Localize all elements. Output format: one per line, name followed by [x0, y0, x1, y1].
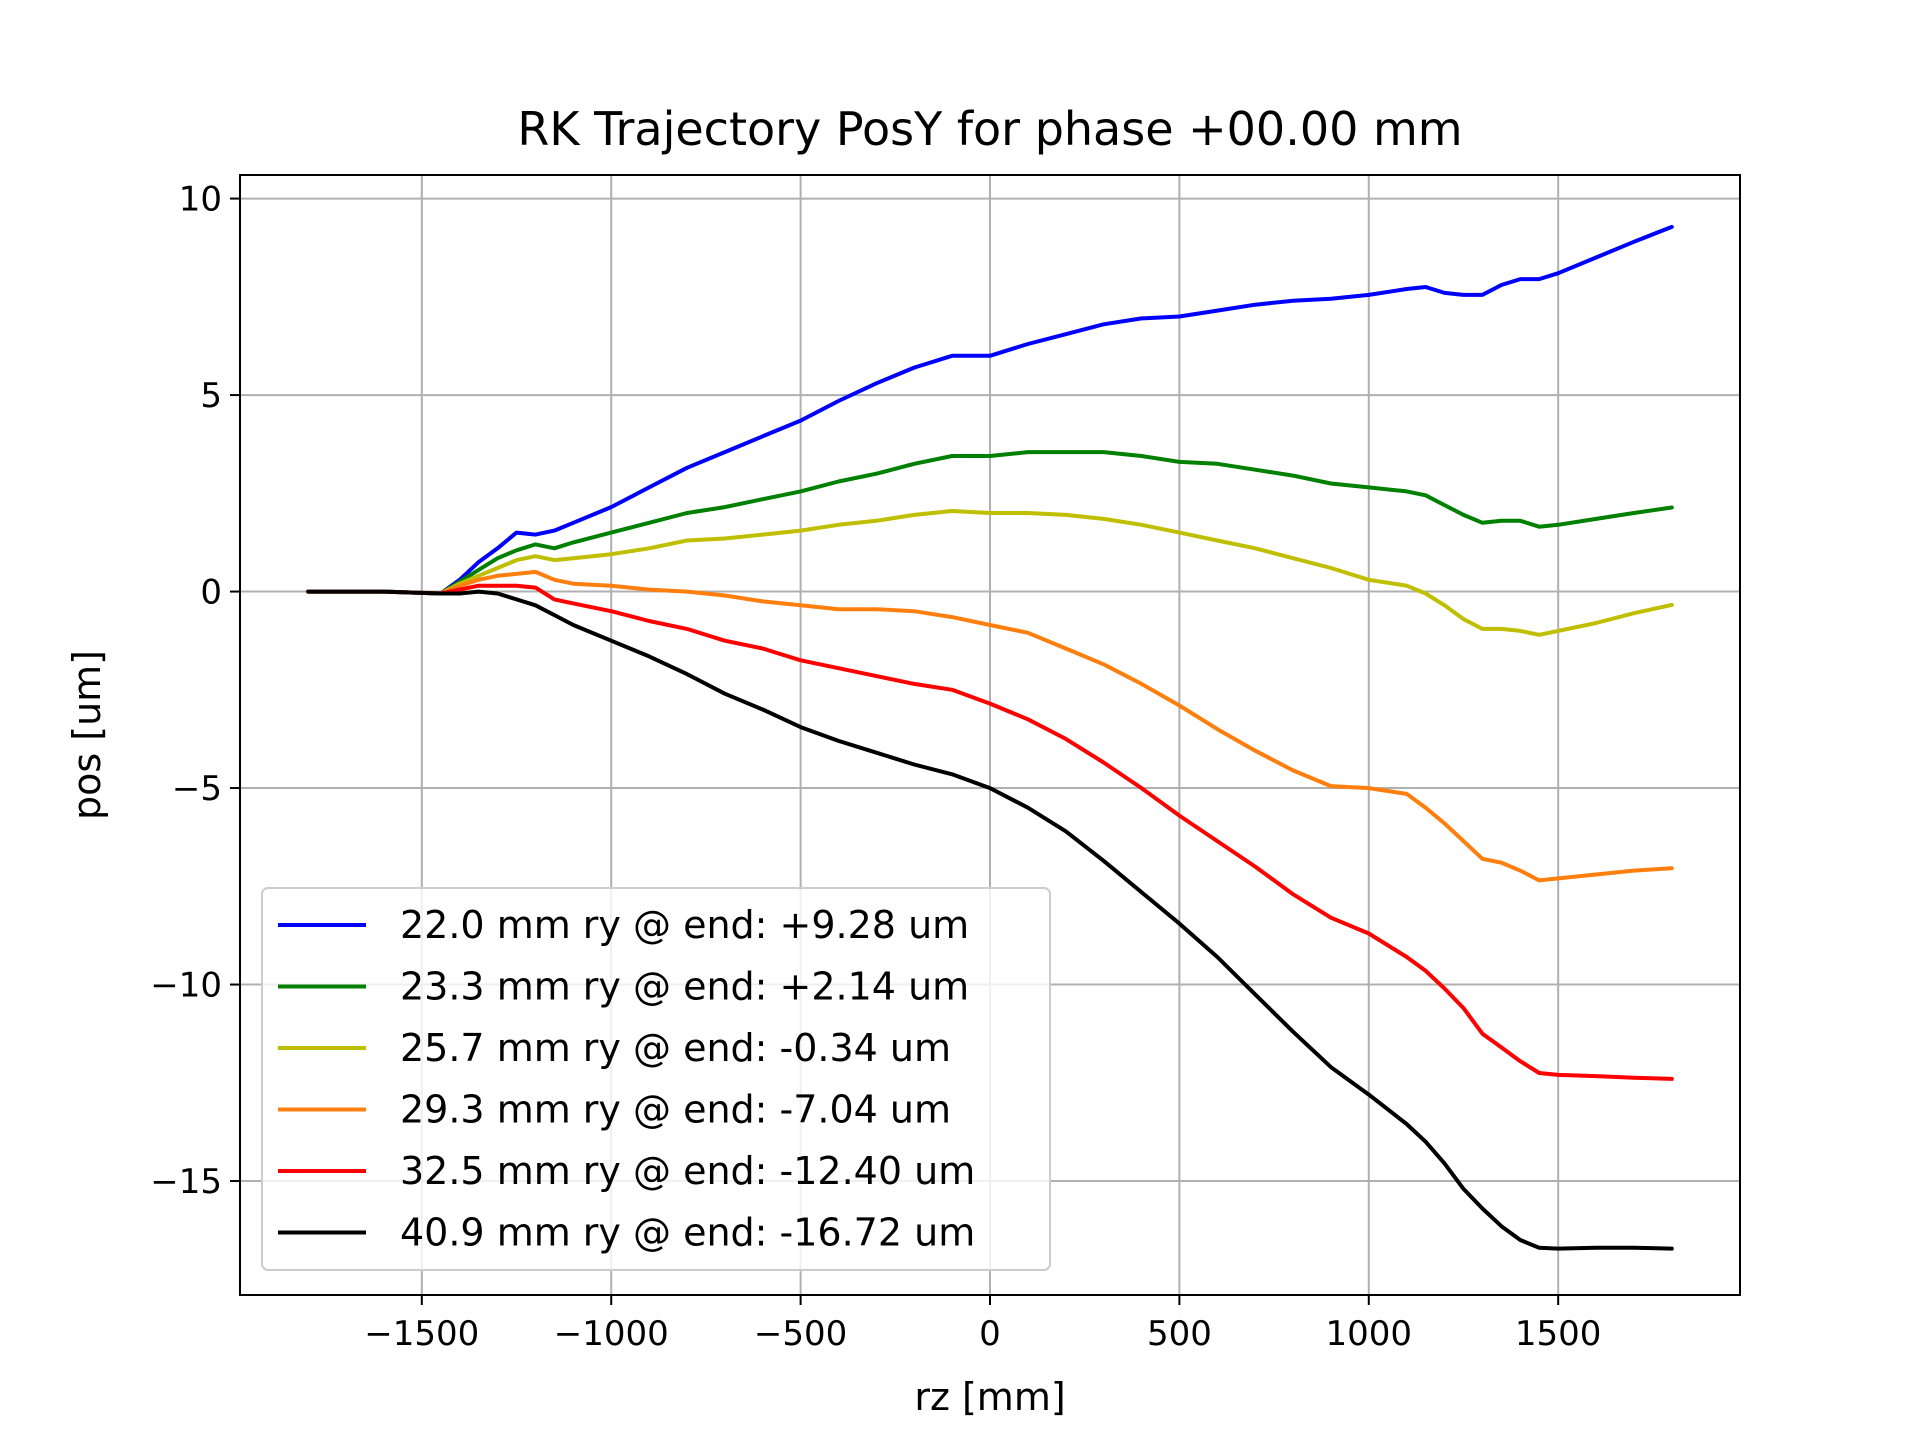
series-lines	[306, 224, 1674, 1251]
x-tick-label: −1500	[364, 1314, 479, 1354]
axis-ticks: −1500 −1000 −500 0 500 1000 1500 10 5 0 −5 −10 −15	[150, 180, 1601, 1354]
series-line-1	[306, 224, 1674, 596]
y-tick-label: −10	[150, 966, 222, 1006]
legend-label-1: 22.0 mm ry @ end: +9.28 um	[400, 903, 969, 947]
series-line-2	[306, 450, 1674, 596]
legend: 22.0 mm ry @ end: +9.28 um 23.3 mm ry @ e…	[261, 887, 1051, 1271]
y-axis-title: pos [um]	[65, 650, 109, 820]
x-tick-label: −500	[754, 1314, 847, 1354]
legend-label-3: 25.7 mm ry @ end: -0.34 um	[400, 1026, 951, 1070]
y-tick-label: −5	[172, 769, 222, 809]
x-tick-label: 500	[1147, 1314, 1212, 1354]
plot-area-frame	[239, 174, 1741, 1296]
legend-box	[261, 887, 1051, 1271]
chart-title: RK Trajectory PosY for phase +00.00 mm	[517, 102, 1462, 156]
legend-label-2: 23.3 mm ry @ end: +2.14 um	[400, 965, 969, 1009]
y-tick-label: 5	[200, 376, 222, 416]
x-axis-title: rz [mm]	[914, 1375, 1065, 1419]
legend-label-5: 32.5 mm ry @ end: -12.40 um	[400, 1149, 975, 1193]
series-line-4	[306, 569, 1674, 883]
series-line-5	[306, 583, 1674, 1081]
x-tick-label: −1000	[554, 1314, 669, 1354]
series-line-6	[306, 589, 1674, 1251]
series-line-3	[306, 509, 1674, 637]
legend-entries: 22.0 mm ry @ end: +9.28 um 23.3 mm ry @ e…	[278, 903, 975, 1255]
legend-label-4: 29.3 mm ry @ end: -7.04 um	[400, 1088, 951, 1132]
x-tick-label: 1500	[1515, 1314, 1602, 1354]
y-tick-label: 0	[200, 573, 222, 613]
x-tick-label: 1000	[1326, 1314, 1413, 1354]
y-tick-label: −15	[150, 1162, 222, 1202]
y-tick-label: 10	[179, 180, 222, 220]
legend-label-6: 40.9 mm ry @ end: -16.72 um	[400, 1211, 975, 1255]
x-tick-label: 0	[979, 1314, 1001, 1354]
